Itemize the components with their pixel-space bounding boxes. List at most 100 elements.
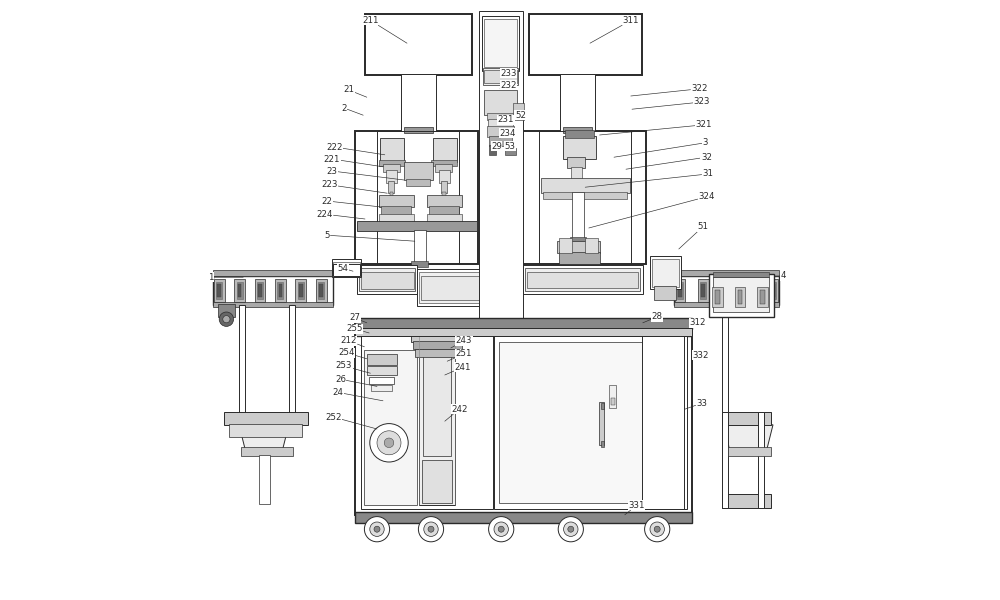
Text: 243: 243 bbox=[451, 336, 472, 348]
Bar bbox=[609, 385, 616, 408]
Bar bbox=[419, 272, 482, 303]
Bar bbox=[357, 221, 477, 231]
Bar bbox=[357, 265, 417, 294]
Text: 52: 52 bbox=[515, 110, 526, 120]
Text: 331: 331 bbox=[625, 500, 645, 515]
Bar bbox=[488, 119, 513, 127]
Bar bbox=[489, 145, 496, 155]
Circle shape bbox=[370, 522, 384, 536]
Text: 1: 1 bbox=[208, 272, 243, 281]
Text: 323: 323 bbox=[632, 97, 710, 109]
Bar bbox=[571, 167, 582, 180]
Bar bbox=[484, 70, 517, 83]
Bar bbox=[700, 282, 706, 299]
Bar bbox=[505, 148, 516, 155]
Text: 223: 223 bbox=[321, 180, 387, 193]
Bar bbox=[770, 282, 776, 299]
Bar bbox=[487, 113, 514, 120]
Bar bbox=[543, 192, 627, 199]
Bar bbox=[298, 282, 304, 299]
Bar bbox=[361, 336, 493, 509]
Text: 4: 4 bbox=[775, 271, 786, 280]
Bar bbox=[642, 336, 684, 509]
Bar bbox=[494, 336, 687, 509]
Bar bbox=[214, 279, 225, 302]
Circle shape bbox=[568, 526, 574, 532]
Text: 322: 322 bbox=[631, 84, 707, 96]
Bar bbox=[371, 385, 392, 391]
Bar bbox=[295, 279, 306, 302]
Bar bbox=[482, 16, 519, 71]
Bar bbox=[563, 136, 596, 159]
Bar bbox=[218, 304, 235, 317]
Bar bbox=[650, 256, 681, 289]
Bar bbox=[675, 279, 685, 302]
Bar bbox=[318, 282, 324, 299]
Circle shape bbox=[370, 424, 408, 462]
Circle shape bbox=[364, 517, 390, 542]
Bar bbox=[355, 318, 692, 329]
Bar bbox=[585, 238, 598, 253]
Bar bbox=[722, 494, 771, 508]
Bar bbox=[388, 181, 394, 193]
Bar bbox=[768, 279, 778, 302]
Bar bbox=[279, 284, 282, 297]
Bar bbox=[237, 282, 243, 299]
Bar bbox=[484, 19, 517, 67]
Circle shape bbox=[418, 517, 444, 542]
Bar bbox=[299, 284, 303, 297]
Bar bbox=[333, 264, 360, 276]
Text: 224: 224 bbox=[317, 209, 365, 219]
Circle shape bbox=[424, 522, 438, 536]
Bar bbox=[599, 402, 604, 445]
Bar bbox=[735, 287, 745, 307]
Bar bbox=[674, 276, 779, 305]
Bar bbox=[355, 320, 692, 515]
Bar bbox=[429, 206, 459, 215]
Text: 3: 3 bbox=[614, 138, 708, 157]
Bar bbox=[421, 276, 480, 300]
Bar bbox=[439, 170, 450, 183]
Bar bbox=[413, 341, 462, 349]
Bar bbox=[701, 284, 705, 297]
Bar bbox=[572, 192, 584, 241]
Text: 28: 28 bbox=[643, 312, 663, 323]
Bar bbox=[411, 261, 428, 267]
Bar bbox=[275, 279, 286, 302]
Bar bbox=[722, 305, 728, 414]
Bar bbox=[442, 192, 446, 201]
Bar bbox=[355, 328, 692, 336]
Bar bbox=[433, 138, 457, 162]
Bar bbox=[427, 214, 462, 222]
Bar bbox=[738, 290, 742, 304]
Bar bbox=[747, 282, 753, 299]
Text: 211: 211 bbox=[362, 16, 407, 43]
Text: 31: 31 bbox=[585, 169, 713, 187]
Text: 27: 27 bbox=[349, 313, 367, 323]
Bar bbox=[379, 195, 414, 207]
Text: 221: 221 bbox=[324, 154, 383, 167]
Text: 232: 232 bbox=[500, 81, 517, 89]
Bar bbox=[677, 282, 683, 299]
Bar bbox=[557, 241, 600, 253]
Bar bbox=[489, 136, 512, 146]
Text: 242: 242 bbox=[445, 404, 467, 421]
Text: 29: 29 bbox=[491, 142, 502, 151]
Text: 212: 212 bbox=[341, 336, 364, 347]
Circle shape bbox=[494, 522, 508, 536]
Circle shape bbox=[489, 517, 514, 542]
Bar bbox=[414, 230, 426, 263]
Bar bbox=[721, 279, 732, 302]
Circle shape bbox=[645, 517, 670, 542]
Bar bbox=[423, 345, 451, 456]
Bar bbox=[213, 276, 333, 305]
Bar bbox=[674, 270, 779, 276]
Text: 311: 311 bbox=[590, 16, 639, 43]
Circle shape bbox=[558, 517, 583, 542]
Bar bbox=[415, 349, 459, 357]
Text: 234: 234 bbox=[499, 128, 515, 138]
Bar bbox=[380, 138, 404, 162]
Bar bbox=[760, 290, 765, 304]
Bar bbox=[758, 412, 764, 508]
Bar bbox=[217, 284, 221, 297]
